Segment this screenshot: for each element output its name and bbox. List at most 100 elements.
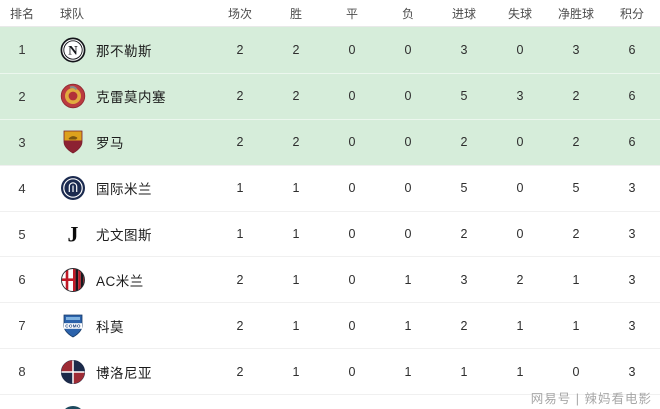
- table-row: 7 COMO 科莫 2 1 0 1 2 1 1 3: [0, 302, 660, 349]
- next-team-badge: [60, 405, 86, 409]
- watermark: 网易号 | 辣妈看电影: [530, 392, 652, 406]
- team-cell: 博洛尼亚: [44, 359, 212, 385]
- header-cell: 进球: [451, 6, 476, 21]
- stat-cell: 3: [628, 181, 636, 196]
- svg-text:COMO: COMO: [65, 323, 81, 328]
- svg-text:N: N: [68, 43, 78, 58]
- stat-cell: 1: [572, 272, 580, 287]
- svg-text:J: J: [68, 222, 79, 247]
- stat-cell: 0: [348, 135, 356, 150]
- table-row: 2 克雷莫内塞 2 2 0 0 5 3 2 6: [0, 72, 660, 119]
- header-cell: 平: [345, 6, 358, 21]
- stat-cell: 2: [236, 42, 244, 57]
- rank-cell: 8: [18, 364, 26, 380]
- stat-cell: 3: [628, 227, 636, 241]
- rank-cell: 2: [18, 88, 26, 104]
- stat-cell: 0: [348, 272, 356, 287]
- stat-cell: 0: [516, 181, 524, 196]
- stat-cell: 0: [516, 227, 524, 241]
- stat-cell: 2: [236, 135, 244, 150]
- stat-cell: 0: [404, 42, 412, 57]
- stat-cell: 1: [404, 364, 412, 379]
- stat-cell: 2: [236, 318, 244, 333]
- stat-cell: 2: [460, 135, 468, 150]
- stat-cell: 3: [460, 42, 468, 57]
- stat-cell: 0: [404, 227, 412, 241]
- stat-cell: 0: [348, 364, 356, 379]
- stat-cell: 0: [516, 135, 524, 150]
- team-cell: J 尤文图斯: [44, 221, 212, 247]
- stat-cell: 3: [460, 272, 468, 287]
- napoli-badge: N: [60, 37, 86, 63]
- stat-cell: 2: [516, 272, 524, 287]
- stat-cell: 2: [236, 272, 244, 287]
- inter-badge: [60, 175, 86, 201]
- stat-cell: 3: [628, 318, 636, 333]
- stat-cell: 1: [516, 364, 524, 379]
- team-name: 克雷莫内塞: [96, 90, 166, 106]
- team-name: 罗马: [96, 136, 124, 152]
- stat-cell: 1: [236, 227, 244, 241]
- stat-cell: 5: [460, 181, 468, 196]
- team-name: 国际米兰: [96, 182, 152, 198]
- stat-cell: 3: [572, 42, 580, 57]
- header-cell: 胜: [289, 6, 302, 21]
- team-name: 那不勒斯: [96, 43, 152, 59]
- table-row: 4 国际米兰 1 1 0 0 5 0 5 3: [0, 164, 660, 211]
- table-body: 1 N 那不勒斯 2 2 0 0 3 0 3 6 2 克雷莫内塞 2 2 0 0 5 3 2 6 3 罗马 …: [0, 27, 660, 395]
- table-row: 3 罗马 2 2 0 0 2 0 2 6: [0, 118, 660, 165]
- rank-cell: 3: [18, 134, 26, 150]
- stat-cell: 0: [516, 42, 524, 57]
- team-name: 博洛尼亚: [96, 365, 152, 381]
- table-row: 1 N 那不勒斯 2 2 0 0 3 0 3 6: [0, 27, 660, 73]
- team-cell: AC米兰: [44, 267, 212, 293]
- team-cell: N 那不勒斯: [44, 37, 212, 63]
- table-row: 5 J 尤文图斯 1 1 0 0 2 0 2 3: [0, 210, 660, 257]
- header-cell: 场次: [227, 6, 252, 21]
- team-cell: COMO 科莫: [44, 313, 212, 339]
- rank-cell: 7: [18, 318, 26, 334]
- bologna-badge: [60, 359, 86, 385]
- stat-cell: 3: [628, 364, 636, 379]
- juventus-badge: J: [60, 221, 86, 247]
- rank-cell: 6: [18, 272, 26, 288]
- stat-cell: 1: [292, 227, 300, 241]
- stat-cell: 1: [572, 318, 580, 333]
- team-cell: 罗马: [44, 129, 212, 155]
- como-badge: COMO: [60, 313, 86, 339]
- stat-cell: 1: [292, 318, 300, 333]
- header-cell: 失球: [507, 6, 532, 21]
- partial-next-row: [0, 394, 660, 409]
- stat-cell: 6: [628, 42, 636, 57]
- stat-cell: 1: [236, 181, 244, 196]
- stat-cell: 2: [236, 89, 244, 104]
- stat-cell: 5: [572, 181, 580, 196]
- stat-cell: 1: [292, 181, 300, 196]
- team-cell: 国际米兰: [44, 175, 212, 201]
- stat-cell: 0: [348, 181, 356, 196]
- stat-cell: 3: [516, 89, 524, 104]
- stat-cell: 0: [404, 181, 412, 196]
- header-cell: 球队: [60, 6, 85, 21]
- stat-cell: 2: [460, 227, 468, 241]
- team-name: 科莫: [96, 319, 124, 335]
- table-row: 6 AC米兰 2 1 0 1 3 2 1 3: [0, 256, 660, 303]
- table-row: 8 博洛尼亚 2 1 0 1 1 1 0 3: [0, 348, 660, 395]
- ac-milan-badge: [60, 267, 86, 293]
- team-name: AC米兰: [96, 273, 144, 289]
- cremonese-badge: [60, 83, 86, 109]
- stat-cell: 1: [292, 272, 300, 287]
- stat-cell: 0: [348, 318, 356, 333]
- rank-cell: 4: [18, 180, 26, 196]
- stat-cell: 1: [404, 318, 412, 333]
- stat-cell: 5: [460, 89, 468, 104]
- stat-cell: 2: [236, 364, 244, 379]
- stat-cell: 1: [460, 364, 468, 379]
- stat-cell: 2: [292, 135, 300, 150]
- stat-cell: 2: [572, 227, 580, 241]
- stat-cell: 2: [460, 318, 468, 333]
- stat-cell: 0: [348, 89, 356, 104]
- header-cell: 负: [401, 6, 414, 21]
- stat-cell: 0: [348, 42, 356, 57]
